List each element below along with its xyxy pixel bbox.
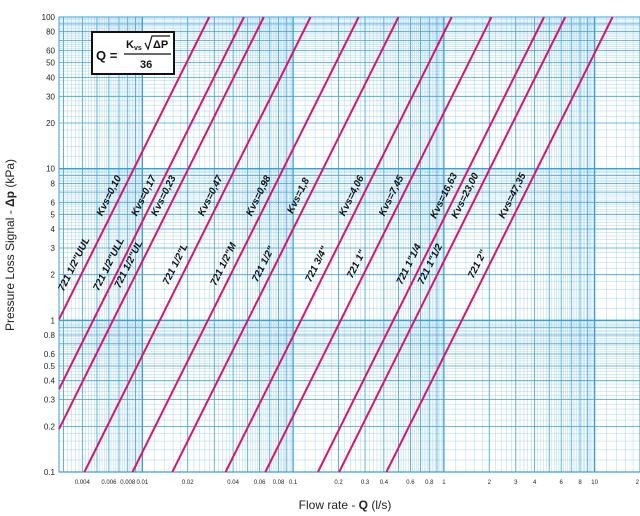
y-tick-label: 0.2 [44, 422, 56, 431]
y-tick-label: 100 [42, 13, 56, 22]
x-tick-label: 0.008 [120, 480, 136, 486]
series-model-label: 721 3/4" [304, 245, 331, 284]
x-tick-label: 0.06 [254, 480, 266, 486]
x-tick-label: 4 [533, 480, 537, 486]
x-tick-label: 0.3 [361, 480, 370, 486]
sqrt-symbol [144, 35, 170, 51]
y-tick-label: 0.1 [44, 468, 56, 477]
y-tick-label: 80 [46, 28, 55, 37]
y-tick-label: 10 [46, 165, 55, 174]
x-tick-labels: 0.004 0.006 0.008 0.01 0.02 0.04 0.06 0.08 0.1 0.… [75, 480, 640, 486]
series-line [58, 16, 245, 390]
x-tick-label: 10 [591, 480, 598, 486]
y-tick-label: 1 [51, 316, 56, 325]
series-line [317, 16, 545, 473]
x-tick-label: 2 [636, 480, 640, 486]
y-tick-label: 0.6 [44, 350, 56, 359]
x-tick-label: 0.2 [334, 480, 343, 486]
x-tick-label: 3 [514, 480, 518, 486]
x-tick-label: 0.8 [425, 480, 434, 486]
y-axis-title: Pressure Loss Signal - Δp (kPa) [3, 159, 17, 331]
y-tick-label: 50 [46, 59, 55, 68]
y-tick-label: 8 [51, 179, 56, 188]
grid-minor [58, 17, 640, 472]
series-model-label: 721 1/2"L [161, 242, 191, 286]
x-axis-title: Flow rate - Q (l/s) [299, 498, 392, 512]
series-line [131, 16, 360, 473]
series-line [224, 16, 453, 473]
y-tick-label: 0.3 [44, 396, 56, 405]
y-tick-label: 60 [46, 47, 55, 56]
y-tick-label: 4 [51, 225, 56, 234]
x-tick-label: 0.1 [289, 480, 298, 486]
series-line [264, 16, 493, 473]
x-tick-label: 0.08 [273, 480, 285, 486]
y-tick-label: 0.5 [44, 362, 56, 371]
x-tick-label: 1 [442, 480, 446, 486]
x-tick-label: 0.4 [380, 480, 389, 486]
formula-kvs: Kvs [126, 39, 142, 52]
x-tick-label: 2 [488, 480, 492, 486]
grid-major [59, 17, 640, 473]
y-tick-label: 30 [46, 92, 55, 101]
x-tick-label: 6 [560, 480, 564, 486]
formula-box: Q = Kvs ΔP 36 [91, 31, 175, 75]
y-tick-label: 0.8 [44, 331, 56, 340]
x-tick-label: 0.004 [75, 480, 91, 486]
formula-lhs: Q = [96, 48, 118, 63]
series-line [58, 16, 211, 320]
y-tick-labels: 0.1 0.2 0.3 0.4 0.5 0.6 0.8 1 2 3 4 5 6 8 10 20 30 40 50 60… [42, 13, 56, 477]
series-line [385, 16, 614, 473]
x-tick-label: 0.04 [227, 480, 239, 486]
y-tick-label: 0.4 [44, 377, 56, 386]
series-line [58, 16, 265, 430]
x-tick-label: 0.01 [137, 480, 149, 486]
y-tick-label: 40 [46, 73, 55, 82]
x-tick-label: 8 [578, 480, 582, 486]
y-tick-label: 2 [51, 271, 56, 280]
series-line [338, 16, 567, 473]
series-line [83, 16, 312, 473]
formula-denominator: 36 [140, 59, 152, 71]
y-tick-label: 20 [46, 119, 55, 128]
series-model-label: 721 2" [466, 248, 489, 280]
y-tick-label: 5 [51, 210, 56, 219]
series-lines [58, 16, 614, 473]
y-tick-label: 3 [51, 244, 56, 253]
y-tick-label: 6 [51, 198, 56, 207]
x-tick-label: 0.02 [182, 480, 194, 486]
x-tick-label: 0.006 [101, 480, 117, 486]
series-line [171, 16, 400, 473]
formula-radicand: ΔP [153, 39, 168, 51]
plot-frame [58, 16, 640, 473]
x-tick-label: 0.6 [406, 480, 415, 486]
